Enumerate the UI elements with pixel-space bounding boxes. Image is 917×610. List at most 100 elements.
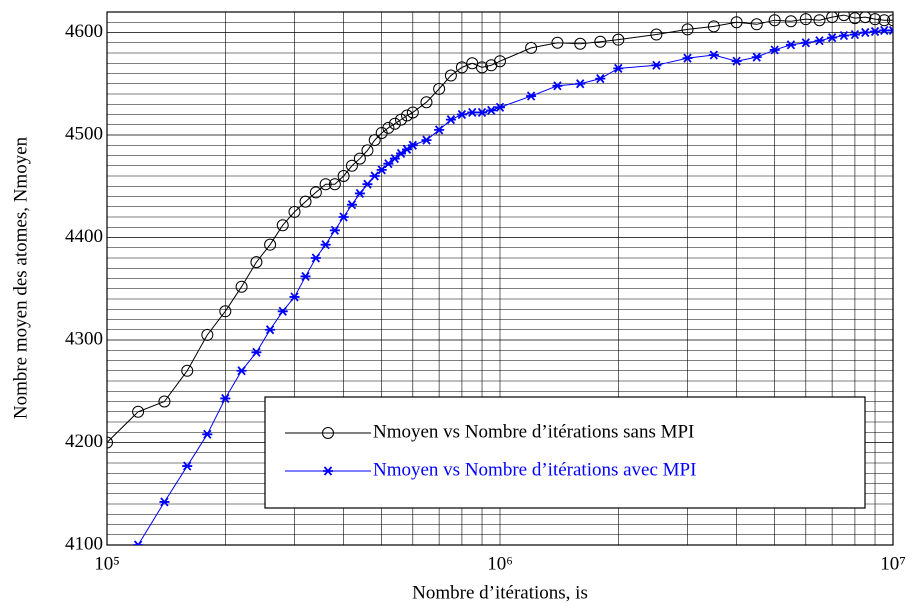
- point: [265, 325, 276, 335]
- point: [368, 134, 381, 147]
- point: [310, 253, 321, 263]
- point: [651, 60, 662, 70]
- point: [159, 497, 170, 507]
- point: [848, 12, 861, 25]
- point: [320, 240, 331, 250]
- point: [300, 271, 311, 282]
- point: [595, 74, 606, 84]
- point: [494, 55, 506, 68]
- point: [731, 56, 742, 66]
- y-tick-label: 4600: [65, 21, 103, 42]
- point: [319, 178, 332, 191]
- point: [361, 144, 374, 157]
- point: [383, 159, 394, 169]
- point: [495, 102, 505, 112]
- point: [552, 81, 563, 91]
- point: [382, 121, 395, 134]
- point: [202, 429, 213, 439]
- point: [799, 13, 812, 26]
- point: [750, 18, 763, 31]
- point: [860, 27, 871, 38]
- point: [456, 109, 467, 120]
- series: [107, 12, 893, 449]
- point: [309, 186, 322, 199]
- point: [525, 41, 538, 54]
- point: [467, 107, 478, 118]
- point: [785, 40, 796, 50]
- point: [345, 159, 358, 172]
- point: [107, 436, 113, 449]
- point: [235, 280, 248, 293]
- point: [433, 82, 446, 95]
- point: [870, 26, 881, 37]
- point: [220, 393, 231, 404]
- point: [369, 171, 380, 181]
- point: [362, 179, 373, 189]
- point: [420, 96, 433, 109]
- point: [476, 61, 489, 74]
- point: [328, 178, 341, 191]
- plot-frame: [106, 11, 894, 546]
- point: [401, 109, 414, 122]
- point: [219, 305, 232, 318]
- point: [613, 63, 624, 73]
- point: [346, 200, 357, 210]
- point: [181, 364, 194, 377]
- y-tick-label: 4100: [65, 533, 103, 554]
- point: [574, 37, 587, 50]
- point: [575, 79, 586, 89]
- point: [878, 14, 891, 27]
- point: [389, 153, 400, 164]
- point: [768, 14, 781, 27]
- line: [107, 14, 893, 443]
- legend-label: Nmoyen vs Nombre d’itérations sans MPI: [373, 421, 694, 442]
- point: [353, 152, 366, 165]
- point: [594, 35, 607, 48]
- point: [730, 16, 743, 29]
- point: [751, 52, 762, 62]
- point: [551, 36, 564, 49]
- point: [264, 238, 277, 251]
- point: [837, 12, 850, 22]
- point: [376, 165, 387, 175]
- point: [323, 466, 333, 476]
- y-tick-label: 4300: [65, 328, 103, 349]
- point: [236, 366, 247, 376]
- point: [132, 405, 145, 418]
- point: [338, 212, 349, 222]
- point: [288, 205, 301, 218]
- point: [826, 12, 839, 24]
- y-tick-label: 4500: [65, 123, 103, 144]
- point: [251, 347, 262, 357]
- legend-label: Nmoyen vs Nombre d’itérations avec MPI: [373, 459, 696, 480]
- point: [158, 395, 171, 408]
- point: [650, 28, 663, 41]
- point: [444, 69, 457, 82]
- point: [406, 106, 419, 119]
- series: [133, 25, 893, 545]
- point: [784, 15, 797, 28]
- point: [838, 30, 849, 41]
- point: [800, 38, 811, 48]
- point: [769, 45, 780, 55]
- point: [289, 292, 300, 302]
- y-tick-label: 4400: [65, 226, 103, 247]
- point: [354, 188, 365, 199]
- point: [277, 306, 288, 316]
- point: [708, 50, 719, 60]
- y-axis-label: Nombre moyen des atomes, Nmoyen: [10, 136, 31, 419]
- point: [813, 14, 826, 27]
- point: [849, 29, 860, 40]
- point: [299, 195, 312, 208]
- point: [612, 33, 625, 46]
- x-axis-label: Nombre d’itérations, is: [412, 582, 588, 603]
- point: [421, 135, 432, 145]
- point: [250, 256, 263, 269]
- point: [395, 113, 408, 126]
- point: [869, 13, 882, 26]
- x-tick-label: 10⁶: [487, 553, 513, 574]
- x-tick-label: 10⁵: [94, 553, 120, 574]
- point: [337, 170, 350, 182]
- point: [182, 461, 193, 471]
